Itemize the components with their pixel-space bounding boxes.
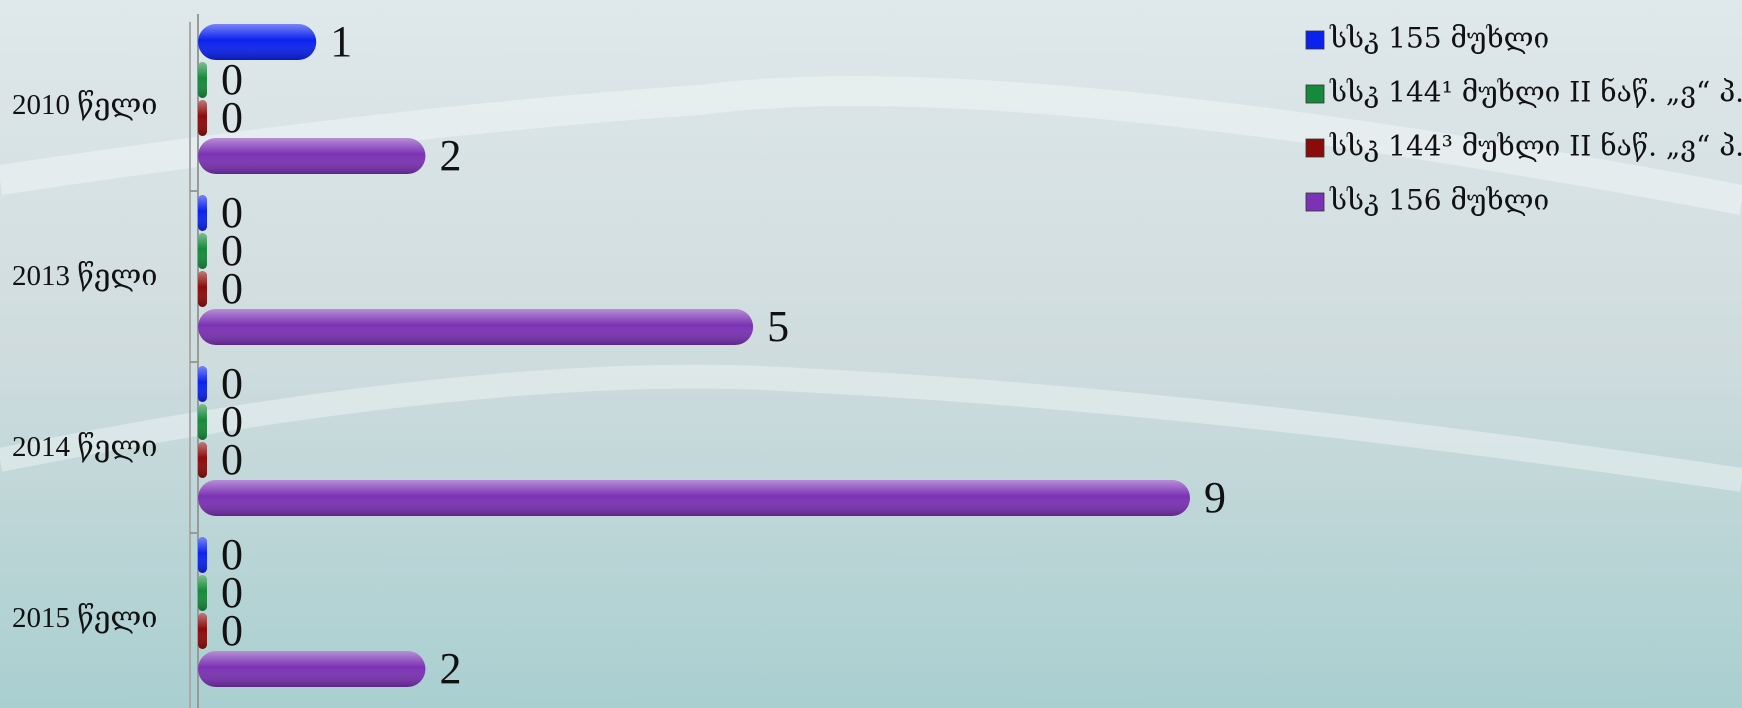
legend-label: სსკ 144¹ მუხლი II ნაწ. „ვ“ პ. <box>1329 76 1742 109</box>
legend-label: სსკ 156 მუხლი <box>1329 184 1549 217</box>
data-label: 0 <box>221 226 243 275</box>
category-label: 2014 წელი <box>12 431 158 463</box>
legend-swatch <box>1305 30 1325 50</box>
data-label: 0 <box>221 55 243 104</box>
bar-shine <box>198 309 754 345</box>
background-arc <box>0 364 1742 492</box>
data-label: 2 <box>439 644 461 693</box>
bar-shine <box>198 480 1190 516</box>
category-label: 2010 წელი <box>12 89 158 121</box>
bar-shine <box>198 271 207 307</box>
bar-shine <box>198 24 317 60</box>
data-label: 1 <box>330 17 352 66</box>
bar-shine <box>198 613 207 649</box>
data-label: 0 <box>221 359 243 408</box>
legend-label: სსკ 155 მუხლი <box>1329 22 1549 55</box>
data-label: 5 <box>767 302 789 351</box>
bar-shine <box>198 138 426 174</box>
bar-shine <box>198 575 207 611</box>
legend-swatch <box>1305 138 1325 158</box>
data-label: 0 <box>221 568 243 617</box>
bar-shine <box>198 366 207 402</box>
data-label: 0 <box>221 530 243 579</box>
bar-shine <box>198 404 207 440</box>
bar-shine <box>198 537 207 573</box>
data-label: 9 <box>1204 473 1226 522</box>
bar-shine <box>198 100 207 136</box>
category-label: 2015 წელი <box>12 602 158 634</box>
data-label: 0 <box>221 606 243 655</box>
bar-shine <box>198 62 207 98</box>
bar-shine <box>198 195 207 231</box>
data-label: 0 <box>221 435 243 484</box>
bar-shine <box>198 651 426 687</box>
legend-swatch <box>1305 192 1325 212</box>
legend-label: სსკ 144³ მუხლი II ნაწ. „ვ“ პ. <box>1329 130 1742 163</box>
data-label: 0 <box>221 93 243 142</box>
bar-shine <box>198 442 207 478</box>
category-label: 2013 წელი <box>12 260 158 292</box>
bar-shine <box>198 233 207 269</box>
data-label: 2 <box>439 131 461 180</box>
data-label: 0 <box>221 397 243 446</box>
legend-swatch <box>1305 84 1325 104</box>
data-label: 0 <box>221 264 243 313</box>
data-label: 0 <box>221 188 243 237</box>
